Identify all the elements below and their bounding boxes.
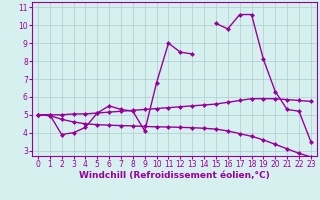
- X-axis label: Windchill (Refroidissement éolien,°C): Windchill (Refroidissement éolien,°C): [79, 171, 270, 180]
